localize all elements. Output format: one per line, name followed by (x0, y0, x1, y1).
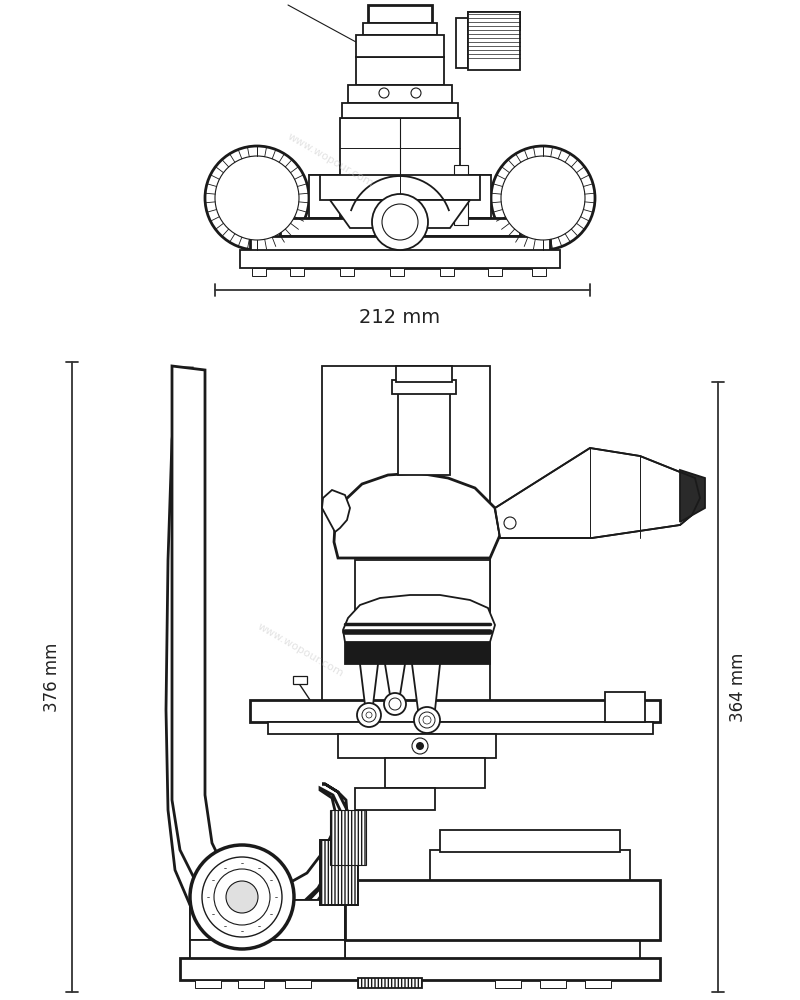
Bar (396, 366, 452, 382)
Text: 364 mm: 364 mm (729, 652, 747, 722)
Circle shape (414, 707, 440, 733)
Circle shape (379, 88, 389, 98)
Polygon shape (334, 473, 500, 558)
Bar (250, 700, 660, 722)
Circle shape (214, 869, 270, 925)
Circle shape (416, 742, 424, 750)
Bar (345, 880, 660, 940)
Bar (340, 268, 354, 276)
Circle shape (412, 738, 428, 754)
Bar (330, 810, 366, 865)
Polygon shape (412, 664, 440, 710)
Bar (342, 103, 458, 118)
Bar (468, 12, 520, 70)
Bar (320, 840, 358, 905)
Bar (200, 940, 640, 958)
Text: 212 mm: 212 mm (359, 308, 441, 327)
Polygon shape (330, 200, 470, 228)
Circle shape (205, 146, 309, 250)
Bar (430, 850, 630, 880)
Polygon shape (343, 595, 495, 642)
Polygon shape (680, 470, 705, 522)
Bar (285, 980, 311, 988)
Bar (262, 254, 538, 268)
Bar (250, 236, 550, 254)
Bar (195, 980, 221, 988)
Bar (456, 18, 468, 68)
Bar (290, 268, 304, 276)
Circle shape (419, 712, 435, 728)
Circle shape (190, 845, 294, 949)
Bar (338, 734, 496, 758)
Bar (190, 900, 345, 958)
Bar (392, 380, 456, 394)
Circle shape (389, 698, 401, 710)
Text: 376 mm: 376 mm (43, 642, 61, 712)
Polygon shape (190, 900, 345, 958)
Bar (293, 676, 307, 684)
Bar (368, 5, 432, 23)
Polygon shape (322, 490, 350, 532)
Bar (180, 958, 660, 980)
Bar (390, 268, 404, 276)
Polygon shape (385, 664, 405, 695)
Polygon shape (190, 940, 345, 958)
Bar (356, 57, 444, 85)
Bar (585, 980, 611, 988)
Bar (363, 23, 437, 35)
Bar (605, 692, 645, 722)
Bar (345, 642, 490, 664)
Bar (322, 366, 490, 706)
Bar (356, 35, 444, 57)
Bar (320, 175, 480, 200)
Bar (468, 12, 520, 30)
Polygon shape (495, 448, 700, 538)
Bar (540, 980, 566, 988)
Polygon shape (190, 900, 345, 940)
Bar (238, 980, 264, 988)
Circle shape (491, 146, 595, 250)
Circle shape (366, 712, 372, 718)
Circle shape (372, 194, 428, 250)
Circle shape (382, 204, 418, 240)
Circle shape (362, 708, 376, 722)
Circle shape (226, 881, 258, 913)
Bar (355, 788, 435, 810)
Bar (345, 642, 490, 664)
Bar (348, 85, 452, 103)
Bar (340, 118, 460, 218)
Polygon shape (172, 366, 348, 922)
Bar (495, 980, 521, 988)
Bar (320, 840, 358, 905)
Bar (532, 268, 546, 276)
Bar (440, 268, 454, 276)
Circle shape (215, 156, 299, 240)
Polygon shape (166, 368, 340, 928)
Bar (310, 236, 490, 254)
Bar (460, 175, 491, 218)
Bar (454, 165, 468, 225)
Bar (240, 250, 560, 268)
Text: www.wopour.com: www.wopour.com (285, 131, 375, 189)
Bar (385, 758, 485, 788)
Bar (309, 175, 340, 218)
Polygon shape (360, 664, 378, 705)
Bar (280, 218, 520, 236)
Circle shape (202, 857, 282, 937)
Bar (268, 722, 653, 734)
Bar (252, 268, 266, 276)
Bar (358, 978, 422, 988)
Bar (488, 268, 502, 276)
Circle shape (423, 716, 431, 724)
Bar (398, 390, 450, 475)
Bar (440, 830, 620, 852)
Text: www.wopour.com: www.wopour.com (255, 621, 345, 679)
Circle shape (384, 693, 406, 715)
Bar (355, 560, 490, 642)
Circle shape (357, 703, 381, 727)
Circle shape (411, 88, 421, 98)
Circle shape (501, 156, 585, 240)
Circle shape (504, 517, 516, 529)
